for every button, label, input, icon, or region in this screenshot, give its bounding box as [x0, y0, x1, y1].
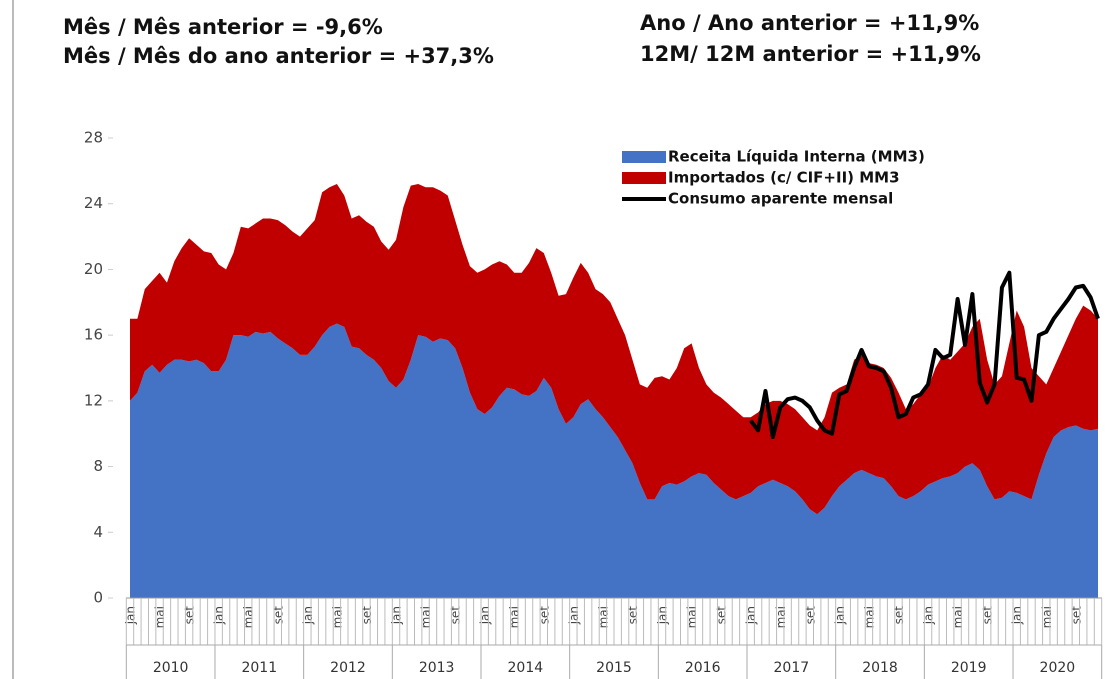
x-tick-label: set: [892, 606, 906, 625]
y-tick-label: 0: [93, 589, 103, 607]
x-tick-label: mai: [596, 606, 610, 628]
x-tick-label: jan: [922, 606, 936, 625]
legend-label: Importados (c/ CIF+II) MM3: [668, 169, 900, 187]
year-label: 2011: [241, 660, 277, 676]
legend-label: Receita Líquida Interna (MM3): [668, 148, 925, 166]
area: [130, 184, 1098, 515]
x-tick-label: jan: [212, 606, 226, 625]
x-tick-label: mai: [508, 606, 522, 628]
x-tick-label: jan: [656, 606, 670, 625]
x-tick-label: jan: [390, 606, 404, 625]
x-tick-label: jan: [567, 606, 581, 625]
year-label: 2019: [951, 660, 987, 676]
title: 12M/ 12M anterior = +11,9%: [640, 42, 981, 66]
x-tick-label: mai: [951, 606, 965, 628]
year-label: 2018: [862, 660, 898, 676]
x-tick-label: mai: [862, 606, 876, 628]
year-label: 2013: [419, 660, 455, 676]
x-tick-label: set: [537, 606, 551, 625]
x-tick-label: set: [360, 606, 374, 625]
year-label: 2010: [153, 660, 189, 676]
x-tick-label: set: [449, 606, 463, 625]
area: [130, 323, 1098, 598]
year-label: 2017: [774, 660, 810, 676]
x-tick-label: set: [981, 606, 995, 625]
x-tick-label: set: [803, 606, 817, 625]
legend-swatch: [622, 151, 666, 163]
year-label: 2014: [508, 660, 544, 676]
year-label: 2015: [596, 660, 632, 676]
legend-label: Consumo aparente mensal: [668, 190, 893, 208]
x-tick-label: mai: [1040, 606, 1054, 628]
x-tick-label: jan: [1010, 606, 1024, 625]
x-tick-label: jan: [833, 606, 847, 625]
x-tick-label: mai: [242, 606, 256, 628]
title: Mês / Mês anterior = -9,6%: [63, 15, 383, 39]
y-tick-label: 24: [84, 194, 103, 212]
y-tick-label: 20: [84, 260, 103, 278]
x-tick-label: set: [715, 606, 729, 625]
year-label: 2020: [1040, 660, 1076, 676]
line: [749, 270, 1100, 439]
y-tick-label: 16: [84, 326, 103, 344]
year-label: 2016: [685, 660, 721, 676]
x-tick-label: jan: [478, 606, 492, 625]
x-tick-label: jan: [744, 606, 758, 625]
y-tick-label: 12: [84, 391, 103, 409]
x-tick-label: jan: [124, 606, 138, 625]
x-tick-label: mai: [685, 606, 699, 628]
x-tick-label: mai: [419, 606, 433, 628]
x-tick-label: set: [1069, 606, 1083, 625]
x-tick-label: set: [271, 606, 285, 625]
y-tick-label: 28: [84, 129, 103, 147]
x-tick-label: mai: [330, 606, 344, 628]
title: Mês / Mês do ano anterior = +37,3%: [63, 44, 494, 68]
x-tick-label: set: [183, 606, 197, 625]
legend-swatch: [622, 172, 666, 184]
x-tick-label: mai: [153, 606, 167, 628]
y-tick-label: 4: [93, 523, 103, 541]
x-tick-label: set: [626, 606, 640, 625]
year-label: 2012: [330, 660, 366, 676]
title: Ano / Ano anterior = +11,9%: [640, 11, 979, 35]
y-tick-label: 8: [93, 457, 103, 475]
x-tick-label: jan: [301, 606, 315, 625]
x-tick-label: mai: [774, 606, 788, 628]
